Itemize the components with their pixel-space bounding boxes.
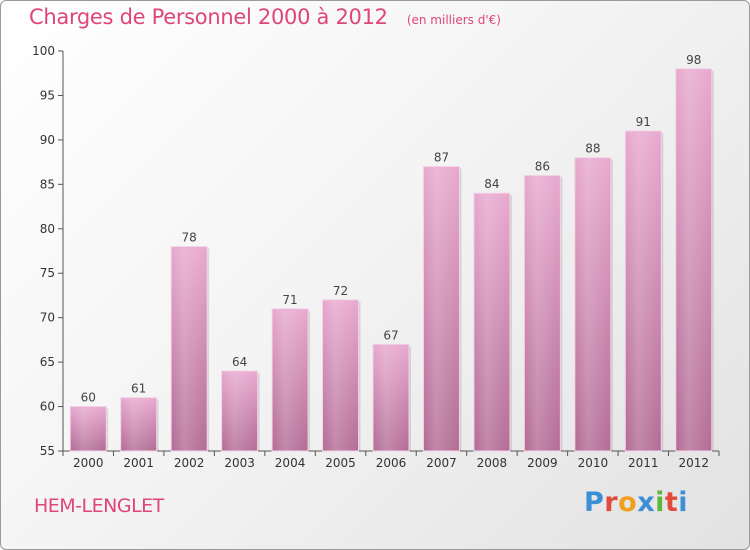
y-tick-label: 75 (40, 266, 55, 280)
bar-highlight (626, 132, 661, 451)
data-label-2006: 67 (383, 328, 398, 342)
x-tick-label: 2002 (174, 456, 205, 470)
bar-highlight (424, 167, 459, 452)
x-tick-label: 2003 (224, 456, 255, 470)
bar-highlight (71, 407, 106, 451)
data-labels: 60 61 78 64 71 72 67 87 84 86 88 91 98 (81, 53, 702, 405)
title-row: Charges de Personnel 2000 à 2012 (en mil… (29, 5, 501, 29)
data-label-2012: 98 (686, 53, 701, 67)
x-tick-label: 2005 (325, 456, 356, 470)
x-tick-label: 2009 (527, 456, 558, 470)
data-label-2011: 91 (636, 115, 651, 129)
bar-highlight (525, 176, 560, 451)
bar-highlight (575, 158, 610, 451)
y-tick-label: 55 (40, 444, 55, 458)
bar-highlight (121, 398, 156, 451)
data-label-2007: 87 (434, 151, 449, 165)
bar-highlight (474, 194, 509, 451)
y-tick-label: 65 (40, 355, 55, 369)
data-label-2000: 60 (81, 391, 96, 405)
commune-name: HEM-LENGLET (34, 495, 164, 517)
x-tick-label: 2001 (123, 456, 154, 470)
y-tick-label: 85 (40, 177, 55, 191)
y-axis: 55 60 65 70 75 80 85 90 95 100 (32, 44, 64, 458)
bar-highlight (172, 247, 207, 451)
proxiti-logo: Proxiti (584, 487, 688, 518)
data-label-2004: 71 (282, 293, 297, 307)
y-tick-label: 60 (40, 400, 55, 414)
bar-highlight (222, 372, 257, 451)
logo-letter: i (678, 487, 689, 518)
x-tick-label: 2000 (73, 456, 104, 470)
y-tick-label: 100 (32, 44, 55, 58)
logo-letter: P (584, 487, 605, 518)
y-tick-label: 90 (40, 133, 55, 147)
bar-highlight (323, 300, 358, 451)
data-label-2003: 64 (232, 355, 247, 369)
logo-letter: r (604, 487, 619, 518)
x-axis: 2000 2001 2002 2003 2004 2005 2006 2007 2008 2009… (62, 450, 720, 470)
x-tick-label: 2008 (477, 456, 508, 470)
data-label-2010: 88 (585, 142, 600, 156)
data-label-2008: 84 (484, 177, 499, 191)
bars (69, 68, 714, 452)
y-tick-label: 95 (40, 88, 55, 102)
logo-letter: t (664, 487, 679, 518)
data-label-2009: 86 (535, 159, 550, 173)
data-label-2005: 72 (333, 284, 348, 298)
x-tick-label: 2007 (426, 456, 457, 470)
bar-highlight (676, 69, 711, 452)
logo-letter: o (618, 487, 638, 518)
x-tick-label: 2011 (628, 456, 659, 470)
chart-unit: (en milliers d'€) (406, 13, 501, 27)
logo-letter: x (637, 487, 656, 518)
data-label-2001: 61 (131, 382, 146, 396)
chart-title: Charges de Personnel 2000 à 2012 (29, 5, 388, 29)
x-tick-label: 2010 (578, 456, 609, 470)
y-tick-label: 70 (40, 311, 55, 325)
x-tick-label: 2012 (678, 456, 709, 470)
y-tick-label: 80 (40, 222, 55, 236)
data-label-2002: 78 (182, 231, 197, 245)
bar-highlight (273, 309, 308, 451)
x-tick-label: 2006 (376, 456, 407, 470)
logo-letter: i (655, 487, 665, 518)
bar-highlight (374, 345, 408, 451)
x-tick-label: 2004 (275, 456, 306, 470)
